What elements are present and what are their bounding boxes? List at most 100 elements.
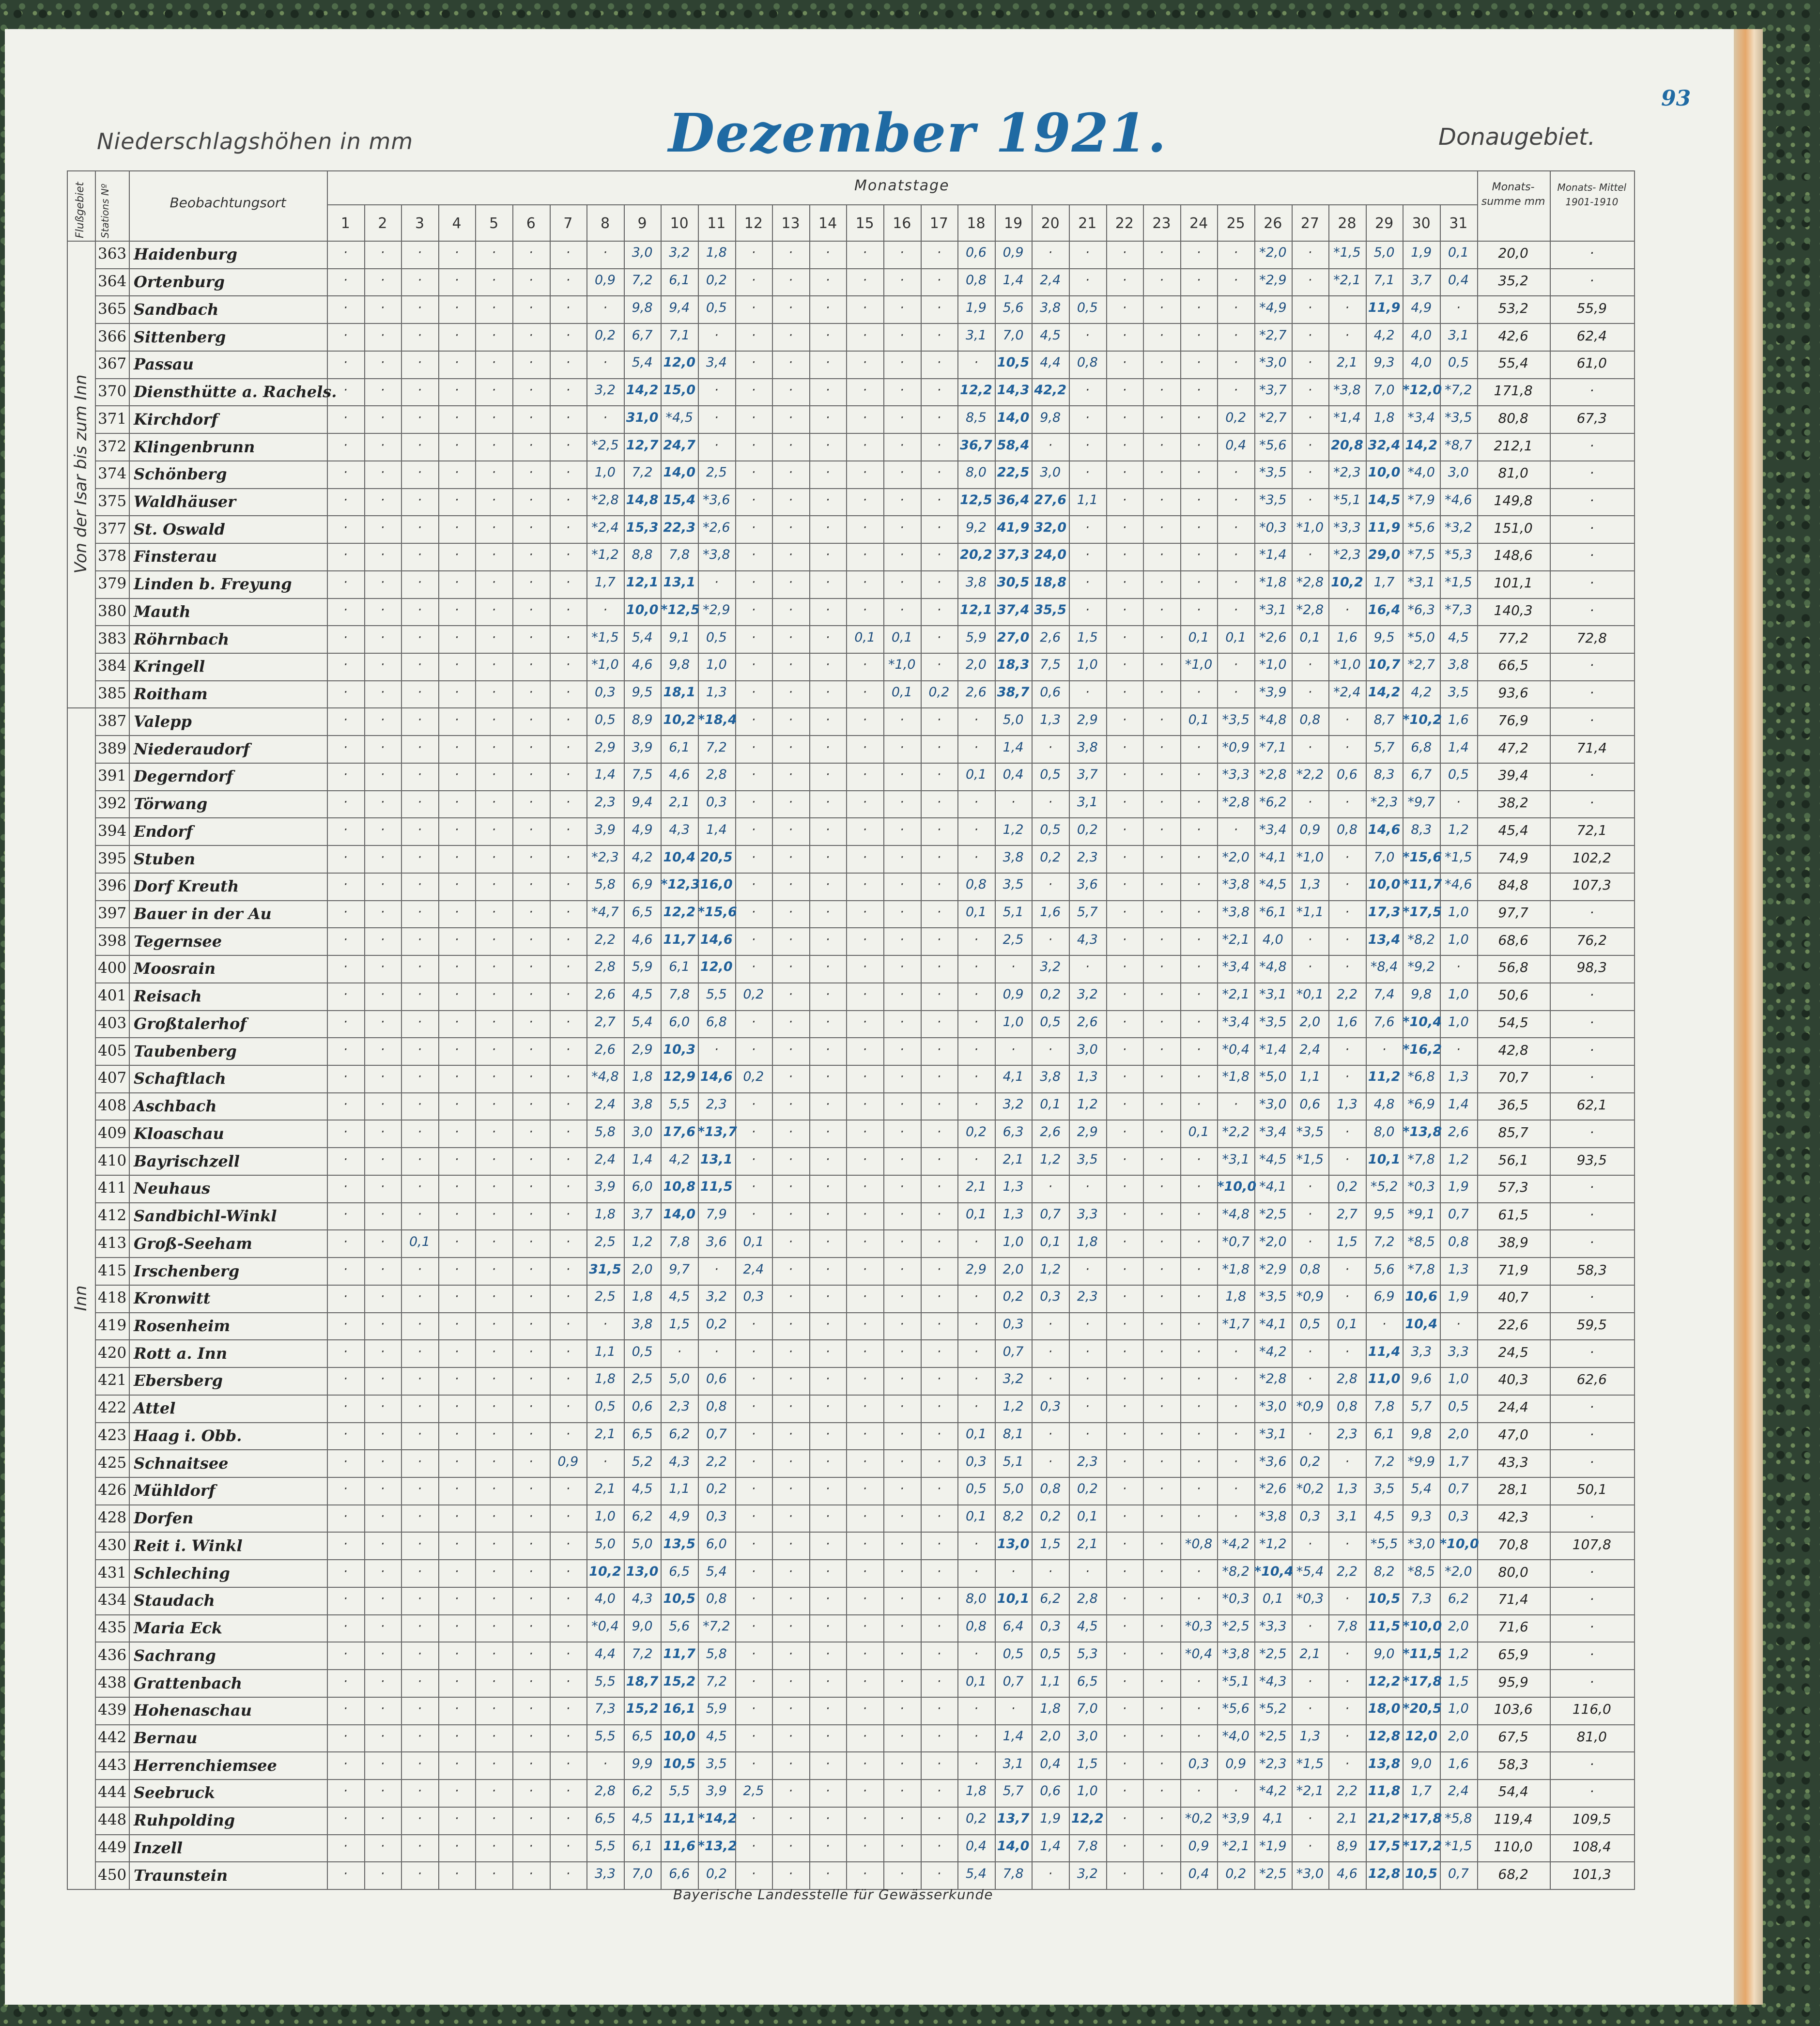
day-value: · (1308, 492, 1312, 507)
day-value: · (566, 547, 571, 563)
day-value: · (492, 1619, 496, 1634)
monthly-sum: 50,6 (1498, 987, 1528, 1003)
row-line (95, 1010, 1634, 1011)
day-value: 0,7 (1448, 1866, 1469, 1881)
day-value: *4,1 (1259, 849, 1287, 865)
day-value: · (751, 575, 756, 590)
day-value: 12,2 (1368, 1673, 1401, 1689)
day-column-line (1365, 204, 1367, 1889)
day-value: · (454, 327, 459, 343)
day-value: 7,0 (1077, 1701, 1098, 1717)
day-value: 11,8 (1368, 1783, 1401, 1799)
station-number: 405 (98, 1042, 127, 1059)
day-value: · (900, 1151, 904, 1167)
day-value: 1,3 (706, 685, 727, 700)
day-value: · (788, 1151, 793, 1167)
day-value: 5,9 (966, 629, 987, 645)
day-value: · (788, 987, 793, 1002)
day-value: · (863, 712, 867, 727)
monthly-mean: · (1589, 1783, 1594, 1800)
day-value: · (1234, 1097, 1238, 1112)
day-value: · (1159, 959, 1164, 975)
day-value: 6,0 (632, 1179, 653, 1195)
day-value: 5,7 (1373, 739, 1395, 755)
day-value: · (454, 1591, 459, 1607)
station-number: 444 (98, 1783, 127, 1801)
day-value: · (417, 657, 422, 673)
day-value: 1,4 (1003, 1728, 1024, 1744)
station-name: Taubenberg (134, 1042, 237, 1060)
day-value: · (788, 1564, 793, 1579)
station-number: 407 (98, 1069, 127, 1087)
day-value: · (863, 1289, 867, 1305)
day-value: 7,1 (669, 327, 690, 343)
day-value: · (417, 1289, 422, 1305)
monthly-sum: 71,9 (1498, 1261, 1528, 1278)
day-value: 5,9 (632, 959, 653, 975)
day-value: · (454, 1399, 459, 1414)
day-value: · (1196, 1481, 1201, 1497)
day-value: *3,9 (1222, 1811, 1249, 1826)
day-value: · (751, 1316, 756, 1332)
day-value: · (937, 355, 941, 370)
day-value: 14,0 (997, 410, 1030, 425)
day-value: · (900, 1811, 904, 1826)
day-value: · (492, 1289, 496, 1305)
day-value: 6,1 (1373, 1426, 1395, 1442)
day-value: 11,9 (1368, 520, 1401, 535)
day-value: *4,8 (1259, 959, 1287, 975)
day-value: 7,2 (632, 465, 653, 480)
day-value: · (751, 1811, 756, 1826)
day-value: · (492, 1564, 496, 1579)
day-value: 1,0 (1003, 1234, 1024, 1249)
day-value: · (1308, 410, 1312, 425)
day-value: · (825, 1151, 830, 1167)
day-value: · (529, 739, 533, 755)
monthly-mean: · (1589, 465, 1594, 481)
day-value: · (900, 1454, 904, 1469)
day-value: 0,1 (743, 1234, 764, 1249)
day-value: · (825, 245, 830, 261)
day-value: · (863, 1783, 867, 1799)
day-value: 4,0 (1262, 932, 1283, 947)
day-value: 10,6 (1405, 1289, 1437, 1305)
day-value: 4,5 (632, 1811, 653, 1826)
day-value: · (751, 1701, 756, 1717)
day-value: · (566, 520, 571, 535)
day-value: · (343, 1069, 348, 1085)
day-value: · (751, 520, 756, 535)
station-name: Reit i. Winkl (134, 1536, 243, 1555)
column-separator (1477, 170, 1478, 1889)
day-value: · (492, 1371, 496, 1387)
day-value: · (751, 1426, 756, 1442)
monthly-mean: 58,3 (1576, 1261, 1607, 1278)
day-value: · (825, 383, 830, 398)
day-value: · (1159, 1124, 1164, 1139)
day-value: *7,2 (703, 1619, 730, 1634)
day-value: · (380, 1014, 385, 1029)
day-value: · (900, 1673, 904, 1689)
day-value: 3,8 (966, 575, 987, 590)
day-value: · (1196, 1564, 1201, 1579)
day-value: · (566, 1811, 571, 1826)
day-value: · (751, 932, 756, 947)
day-value: · (380, 822, 385, 837)
monthly-sum: 74,9 (1498, 849, 1528, 866)
station-number: 401 (98, 987, 127, 1005)
day-value: 2,6 (1040, 1124, 1061, 1139)
monthly-mean: · (1589, 1234, 1594, 1250)
day-value: *1,5 (1445, 575, 1472, 590)
day-value: *0,7 (1222, 1234, 1249, 1249)
day-value: 5,8 (595, 1124, 616, 1139)
day-value: · (1196, 1591, 1201, 1607)
day-value: · (863, 575, 867, 590)
day-value: · (863, 547, 867, 563)
day-value: 12,0 (700, 959, 733, 975)
station-name: Seebruck (134, 1783, 215, 1802)
day-value: · (492, 1454, 496, 1469)
day-value: *20,5 (1403, 1701, 1442, 1717)
day-value: · (566, 300, 571, 315)
monthly-mean: 59,5 (1576, 1316, 1607, 1333)
day-value: · (380, 1509, 385, 1524)
day-value: 9,6 (1411, 1371, 1432, 1387)
